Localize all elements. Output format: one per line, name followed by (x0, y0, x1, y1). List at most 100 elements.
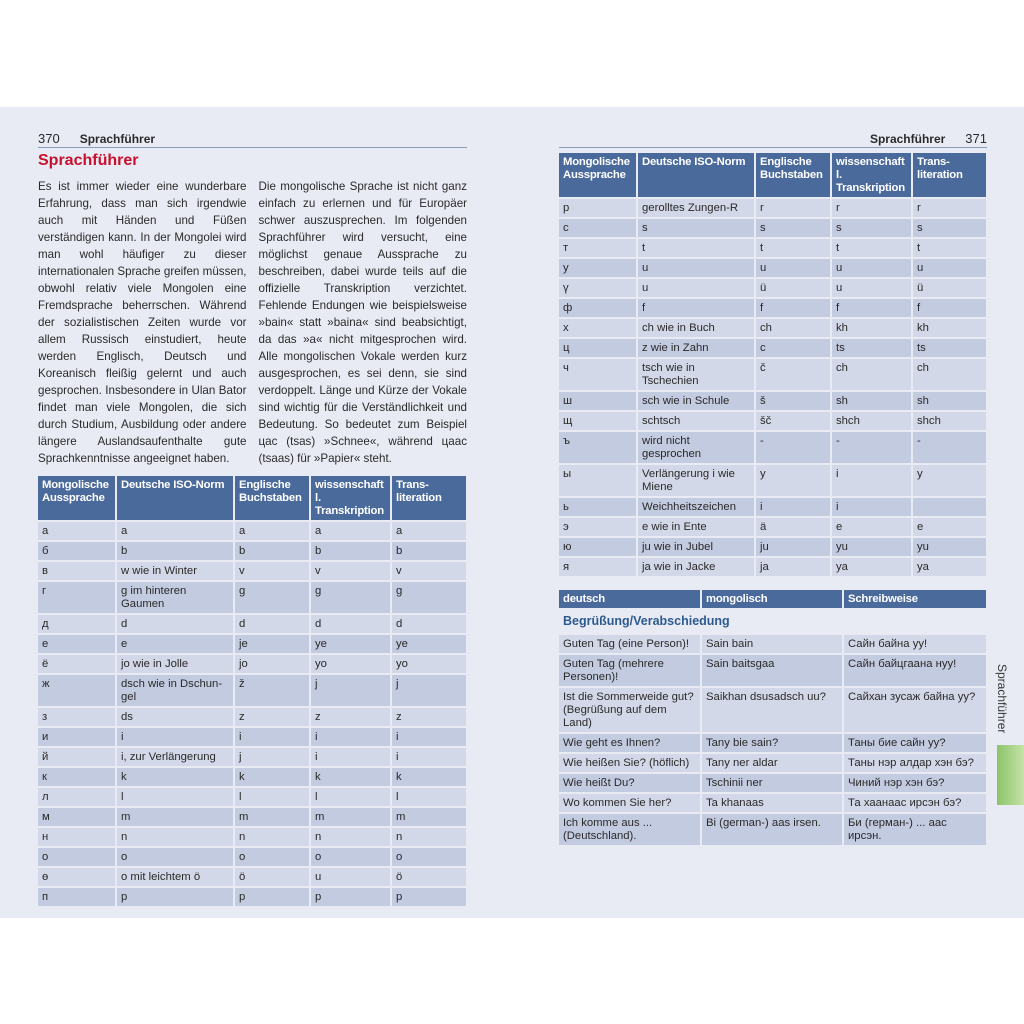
table-cell: ч (559, 358, 638, 392)
table-cell: u (755, 258, 832, 279)
table-cell: je (234, 634, 311, 655)
table-cell: и (38, 727, 117, 748)
table-cell: jo wie in Jolle (116, 654, 235, 675)
table-cell: Wo kommen Sie her? (559, 793, 702, 814)
table-cell: a (310, 521, 392, 542)
table-cell: н (38, 827, 117, 848)
header-row: Mongolische Aussprache Deutsche ISO-Norm E… (559, 153, 988, 199)
table-cell: п (38, 887, 117, 908)
table-cell: j (234, 747, 311, 768)
alphabet-table-left: Mongolische Aussprache Deutsche ISO-Norm E… (38, 476, 468, 908)
table-cell: i (234, 727, 311, 748)
table-cell: yu (831, 537, 913, 558)
table-cell: l (310, 787, 392, 808)
table-cell: в (38, 561, 117, 582)
table-cell: m (116, 807, 235, 828)
table-cell: d (234, 614, 311, 635)
table-cell: j (391, 674, 468, 708)
table-cell: š (755, 391, 832, 412)
table-cell: ch wie in Buch (637, 318, 756, 339)
thumb-index-tab (997, 745, 1024, 805)
table-cell: m (310, 807, 392, 828)
table-cell: kh (912, 318, 988, 339)
table-cell: s (755, 218, 832, 239)
table-cell: ye (310, 634, 392, 655)
table-cell: y (755, 464, 832, 498)
table-cell: m (234, 807, 311, 828)
table-row: ч tsch wie in Tschechien č ch ch (559, 358, 988, 392)
table-cell: Сайн байцгаана нуу! (843, 654, 988, 688)
table-cell: g (234, 581, 311, 615)
table-cell: щ (559, 411, 638, 432)
table-cell: э (559, 517, 638, 538)
table-cell: s (912, 218, 988, 239)
table-cell: ž (234, 674, 311, 708)
table-cell: i (391, 727, 468, 748)
table-cell: ya (912, 557, 988, 578)
table-cell: ü (755, 278, 832, 299)
table-cell: o (116, 847, 235, 868)
table-cell: i (755, 497, 832, 518)
table-cell: Ist die Sommerweide gut? (Begrüßung auf … (559, 687, 702, 734)
table-row: щ schtsch šč shch shch (559, 411, 988, 432)
table-cell: a (116, 521, 235, 542)
table-cell: p (391, 887, 468, 908)
table-cell: u (912, 258, 988, 279)
table-cell: sch wie in Schule (637, 391, 756, 412)
table-cell: f (831, 298, 913, 319)
page-number: 370 (38, 131, 60, 146)
table-cell: с (559, 218, 638, 239)
table-cell: p (234, 887, 311, 908)
table-cell: shch (912, 411, 988, 432)
table-cell: o (391, 847, 468, 868)
table-cell: l (116, 787, 235, 808)
table-cell: r (912, 198, 988, 219)
table-cell: й (38, 747, 117, 768)
table-cell: f (755, 298, 832, 319)
table-cell: i (116, 727, 235, 748)
table-cell: е (38, 634, 117, 655)
table-cell: gerolltes Zungen-R (637, 198, 756, 219)
table-cell: Bi (german-) aas irsen. (701, 813, 844, 847)
table-cell: d (391, 614, 468, 635)
table-cell: o mit leichtem ö (116, 867, 235, 888)
table-cell: Sain bain (701, 634, 844, 655)
table-cell: Guten Tag (mehrere Personen)! (559, 654, 702, 688)
intro-column-1: Es ist immer wieder eine wunderbare Erfa… (38, 180, 247, 465)
table-cell: l (234, 787, 311, 808)
table-cell: ь (559, 497, 638, 518)
table-cell: ch (755, 318, 832, 339)
table-cell: e (116, 634, 235, 655)
table-cell: ju wie in Jubel (637, 537, 756, 558)
table-cell: г (38, 581, 117, 615)
table-row: ж dsch wie in Dschun-gel ž j j (38, 674, 468, 708)
page-number: 371 (965, 131, 987, 146)
section-row: Begrüßung/Verabschiedung (559, 609, 988, 635)
table-cell: m (391, 807, 468, 828)
table-cell: Tany ner aldar (701, 753, 844, 774)
table-cell: jo (234, 654, 311, 675)
table-cell: ts (912, 338, 988, 359)
table-cell: u (637, 258, 756, 279)
column-header: deutsch (559, 590, 702, 610)
table-cell: f (637, 298, 756, 319)
table-cell: Ich komme aus ... (Deutschland). (559, 813, 702, 847)
table-cell: ш (559, 391, 638, 412)
table-cell: м (38, 807, 117, 828)
phrase-table: deutsch mongolisch Schreibweise Begrüßung/V… (559, 590, 988, 847)
column-header: Englische Buchstaben (234, 476, 311, 522)
table-cell: t (755, 238, 832, 259)
table-cell: k (391, 767, 468, 788)
table-cell: r (755, 198, 832, 219)
table-row: я ja wie in Jacke ja ya ya (559, 557, 988, 578)
table-cell: o (234, 847, 311, 868)
table-cell: р (559, 198, 638, 219)
table-cell: Wie heißt Du? (559, 773, 702, 794)
